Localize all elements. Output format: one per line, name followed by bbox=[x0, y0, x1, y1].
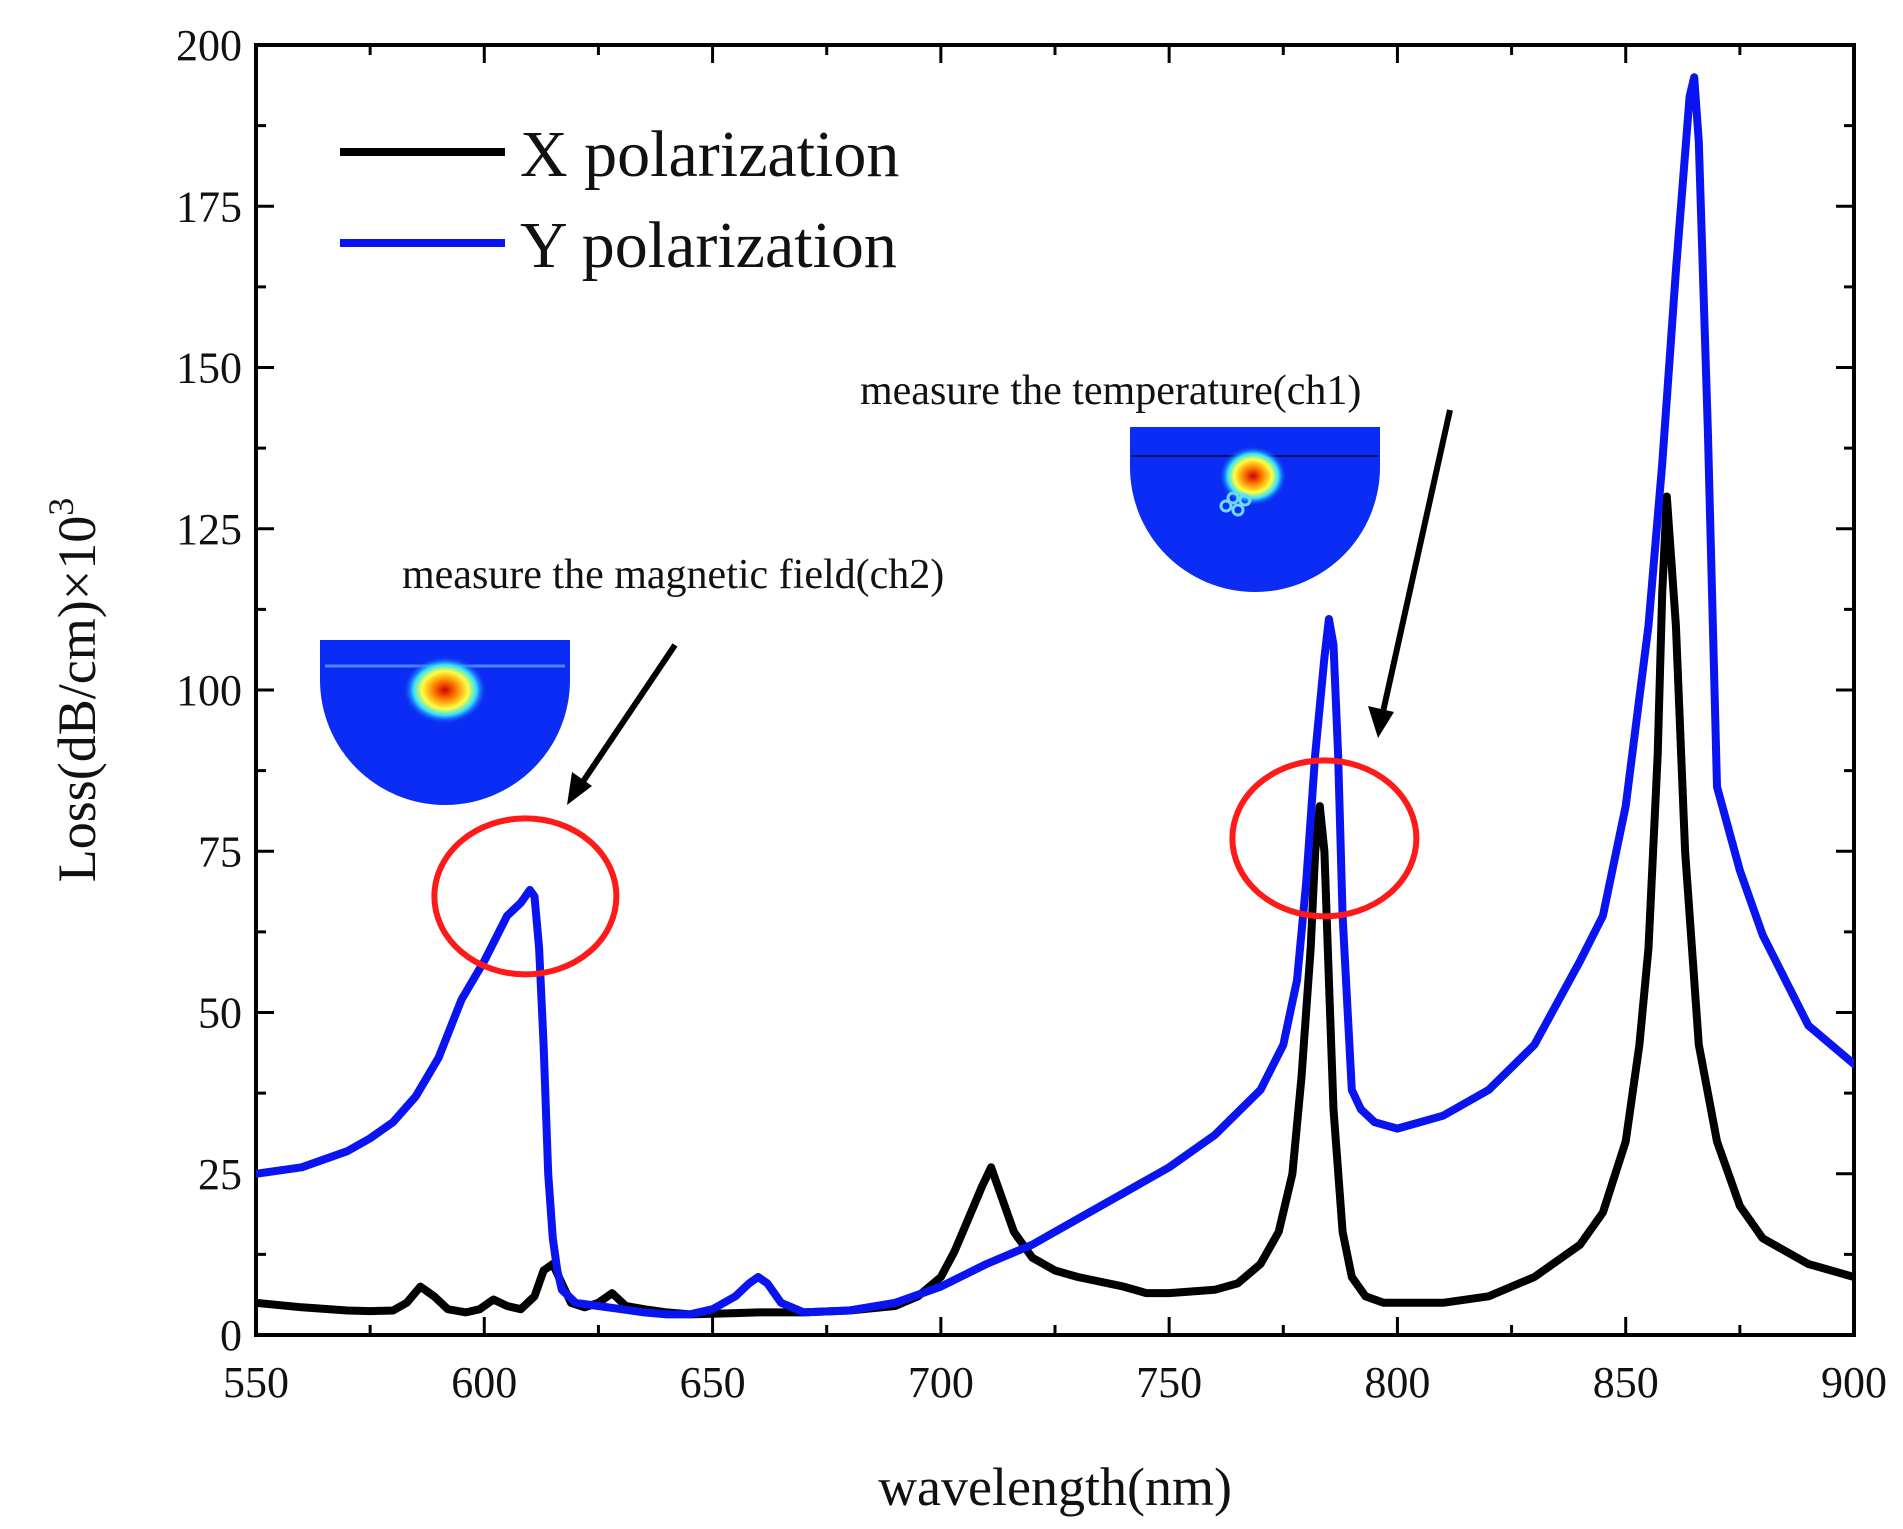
y-tick-label-150: 150 bbox=[176, 344, 242, 393]
legend: X polarization Y polarization bbox=[340, 118, 899, 282]
annotation-temperature-text: measure the temperature(ch1) bbox=[860, 368, 1361, 414]
x-tick-label-850: 850 bbox=[1593, 1358, 1659, 1407]
annotation-arrow-ch2 bbox=[577, 643, 678, 788]
y-tick-label-125: 125 bbox=[176, 505, 242, 554]
x-tick-label-700: 700 bbox=[908, 1358, 974, 1407]
x-tick-label-750: 750 bbox=[1136, 1358, 1202, 1407]
x-tick-label-800: 800 bbox=[1364, 1358, 1430, 1407]
annotation-magnetic-field: measure the magnetic field(ch2) bbox=[320, 552, 944, 978]
annotation-temperature: measure the temperature(ch1) bbox=[860, 368, 1453, 920]
y-tick-label-50: 50 bbox=[198, 989, 242, 1038]
y-tick-label-25: 25 bbox=[198, 1150, 242, 1199]
annotation-arrowhead-ch1 bbox=[1368, 706, 1394, 738]
y-tick-label-200: 200 bbox=[176, 21, 242, 70]
mode-field-image-ch1 bbox=[1130, 427, 1380, 592]
x-tick-label-650: 650 bbox=[680, 1358, 746, 1407]
annotation-magnetic-field-text: measure the magnetic field(ch2) bbox=[402, 552, 944, 598]
highlight-circle-ch2 bbox=[431, 815, 620, 978]
y-tick-label-75: 75 bbox=[198, 827, 242, 876]
legend-label-y-polarization: Y polarization bbox=[520, 209, 897, 282]
x-tick-label-600: 600 bbox=[451, 1358, 517, 1407]
highlight-circle-ch1 bbox=[1229, 757, 1420, 920]
x-tick-label-900: 900 bbox=[1821, 1358, 1887, 1407]
y-tick-label-175: 175 bbox=[176, 182, 242, 231]
x-tick-label-550: 550 bbox=[223, 1358, 289, 1407]
legend-label-x-polarization: X polarization bbox=[520, 118, 899, 191]
tick-labels: 550 600 650 700 750 800 850 900 0 25 50 75 100 125 150… bbox=[176, 21, 1887, 1407]
y-axis-title: Loss(dB/cm)×103 bbox=[41, 498, 107, 882]
annotation-arrow-ch1 bbox=[1380, 409, 1453, 713]
x-axis-title: wavelength(nm) bbox=[878, 1457, 1232, 1517]
annotation-arrowhead-ch2 bbox=[567, 772, 592, 805]
y-polarization-line bbox=[256, 73, 1854, 1319]
y-tick-label-0: 0 bbox=[220, 1311, 242, 1360]
x-polarization-line bbox=[256, 492, 1854, 1319]
mode-field-image-ch2 bbox=[320, 640, 570, 805]
y-tick-label-100: 100 bbox=[176, 666, 242, 715]
plot-frame bbox=[254, 43, 1856, 1337]
